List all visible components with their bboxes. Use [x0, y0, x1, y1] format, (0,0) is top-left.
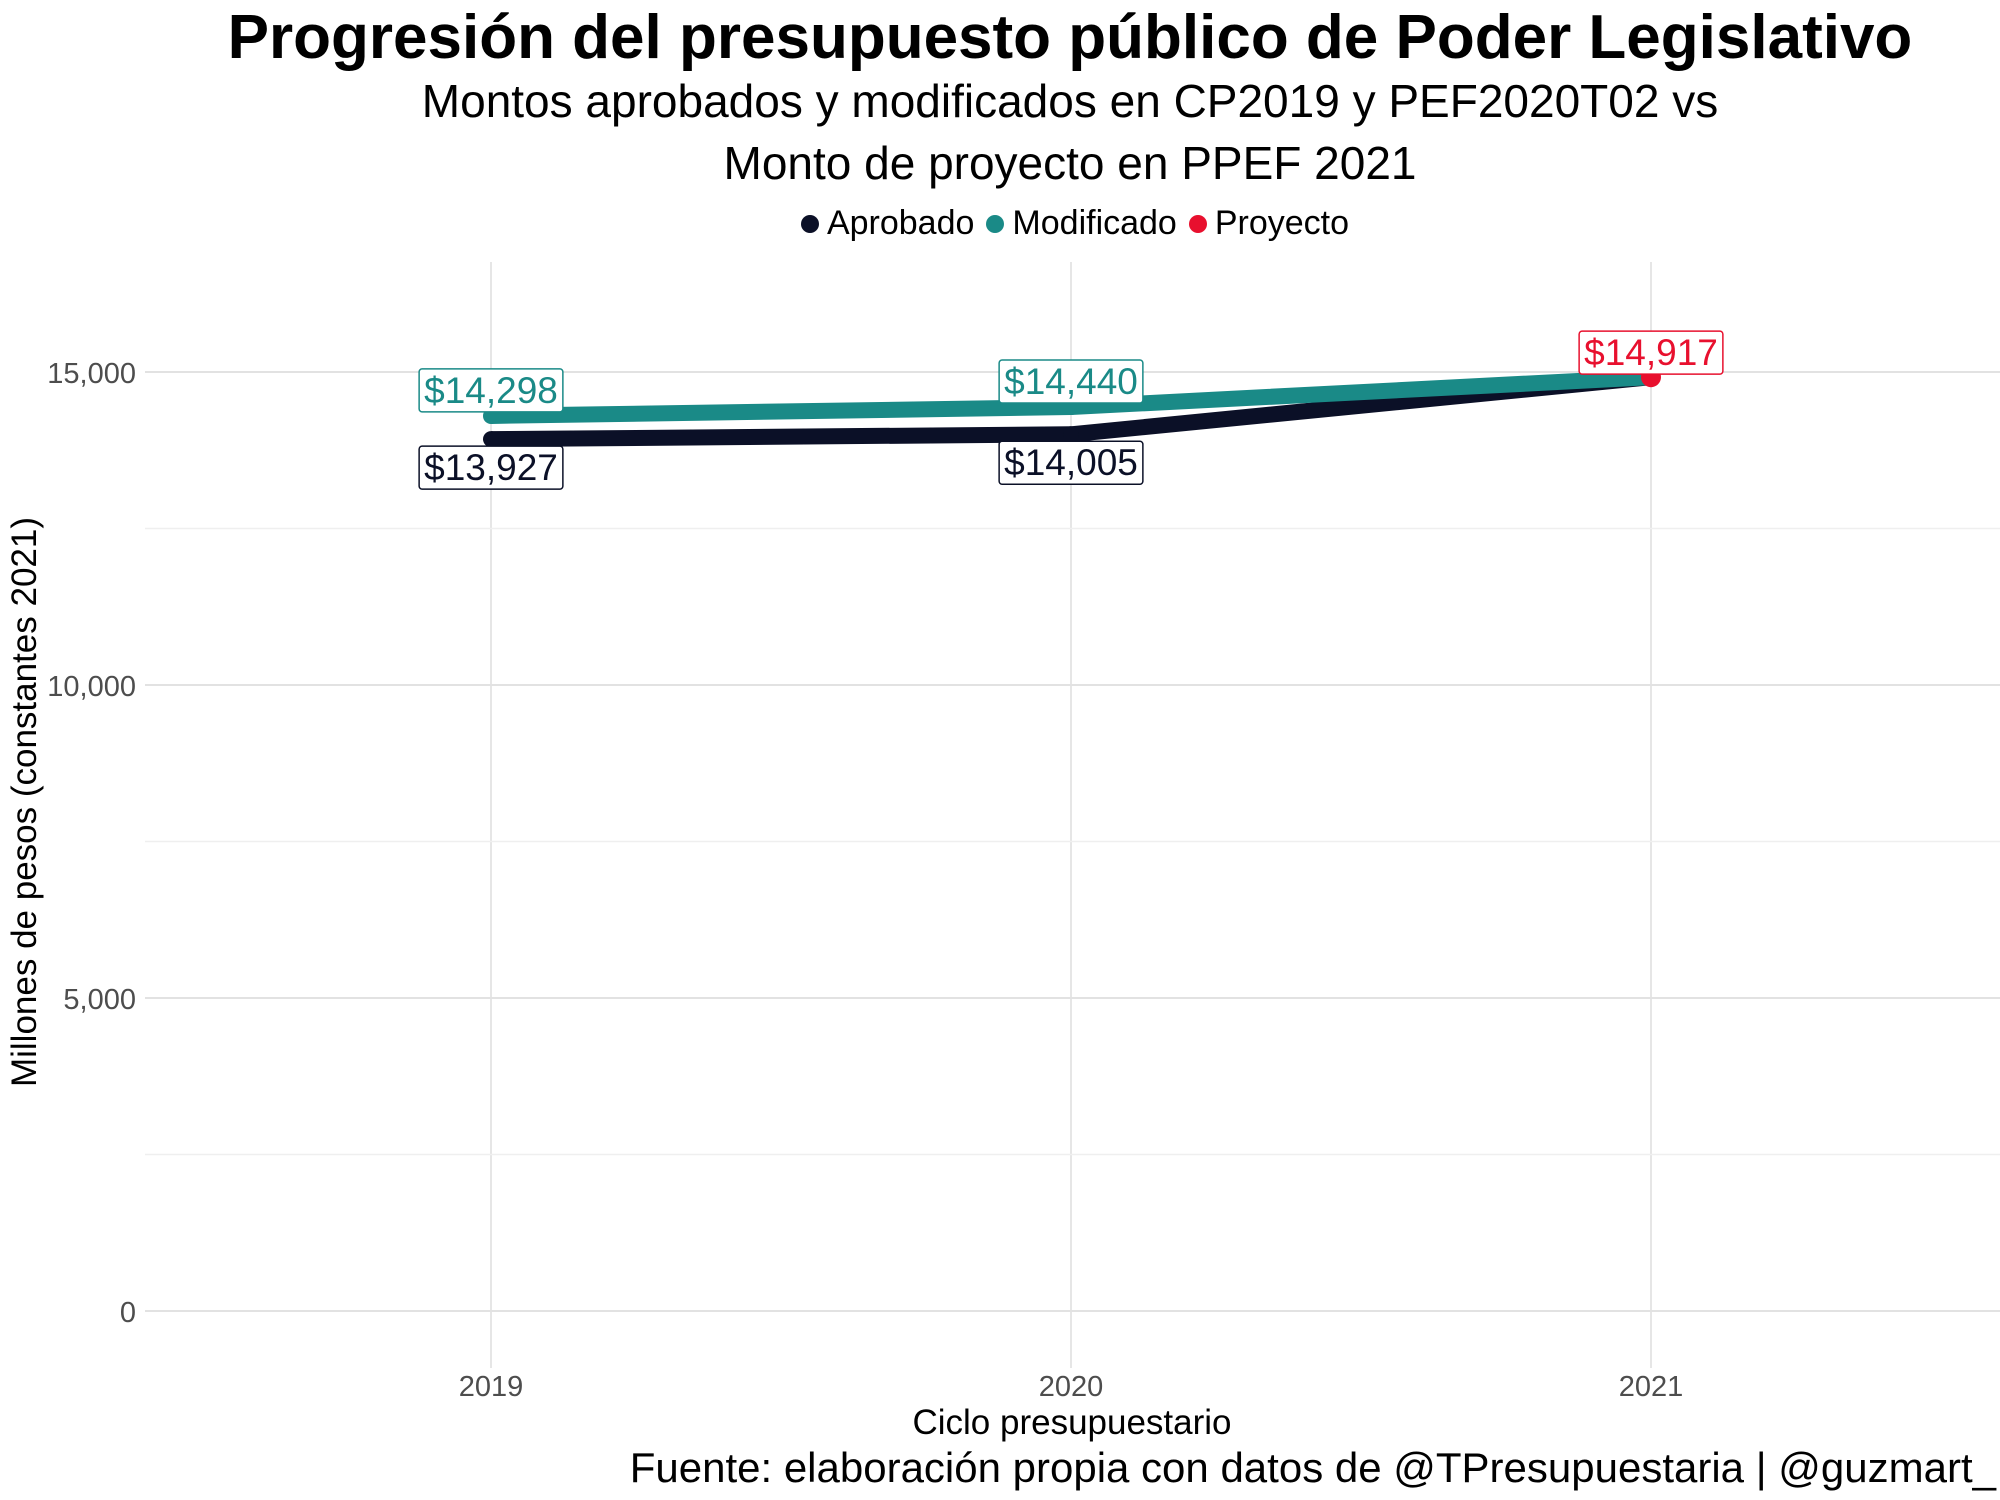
x-tick-label: 2020: [1039, 1371, 1104, 1403]
legend-item-modificado: Modificado: [986, 204, 1177, 243]
data-label-box: [998, 440, 1144, 485]
data-point-aprobado: [483, 431, 499, 448]
y-tick-label: 0: [120, 1297, 136, 1329]
data-label: $14,298: [424, 370, 558, 411]
legend-dot-icon: [986, 214, 1005, 233]
data-point-aprobado: [1063, 426, 1079, 443]
x-tick-label: 2021: [1619, 1371, 1684, 1403]
data-label: $13,927: [424, 447, 558, 488]
chart-subtitle-line-1: Montos aprobados y modificados en CP2019…: [421, 75, 1719, 127]
data-label-box: [418, 445, 564, 490]
legend-label: Modificado: [1012, 204, 1177, 242]
y-axis-title: Millones de pesos (constantes 2021): [5, 517, 44, 1087]
legend-label: Proyecto: [1214, 204, 1350, 242]
y-tick-label: 15,000: [47, 358, 136, 390]
data-label: $14,440: [1004, 361, 1138, 402]
data-label-box: [1578, 330, 1724, 375]
data-label: $14,917: [1584, 332, 1718, 373]
legend-dot-icon: [1188, 214, 1207, 233]
chart-title: Progresión del presupuesto público de Po…: [227, 3, 1913, 72]
source-caption: Fuente: elaboración propia con datos de …: [629, 1444, 1996, 1491]
data-label-box: [418, 368, 564, 413]
data-label-box: [998, 359, 1144, 404]
legend-item-aprobado: Aprobado: [800, 204, 975, 243]
legend-item-proyecto: Proyecto: [1188, 204, 1350, 243]
x-tick-label: 2019: [459, 1371, 524, 1403]
chart-subtitle-line-2: Monto de proyecto en PPEF 2021: [723, 137, 1417, 189]
y-tick-label: 5,000: [63, 984, 136, 1016]
data-label: $14,005: [1004, 442, 1138, 483]
y-tick-label: 10,000: [47, 671, 136, 703]
legend-label: Aprobado: [826, 204, 975, 242]
x-axis-title: Ciclo presupuestario: [912, 1403, 1231, 1442]
legend: Aprobado Modificado Proyecto: [0, 204, 2000, 243]
legend-dot-icon: [800, 214, 819, 233]
